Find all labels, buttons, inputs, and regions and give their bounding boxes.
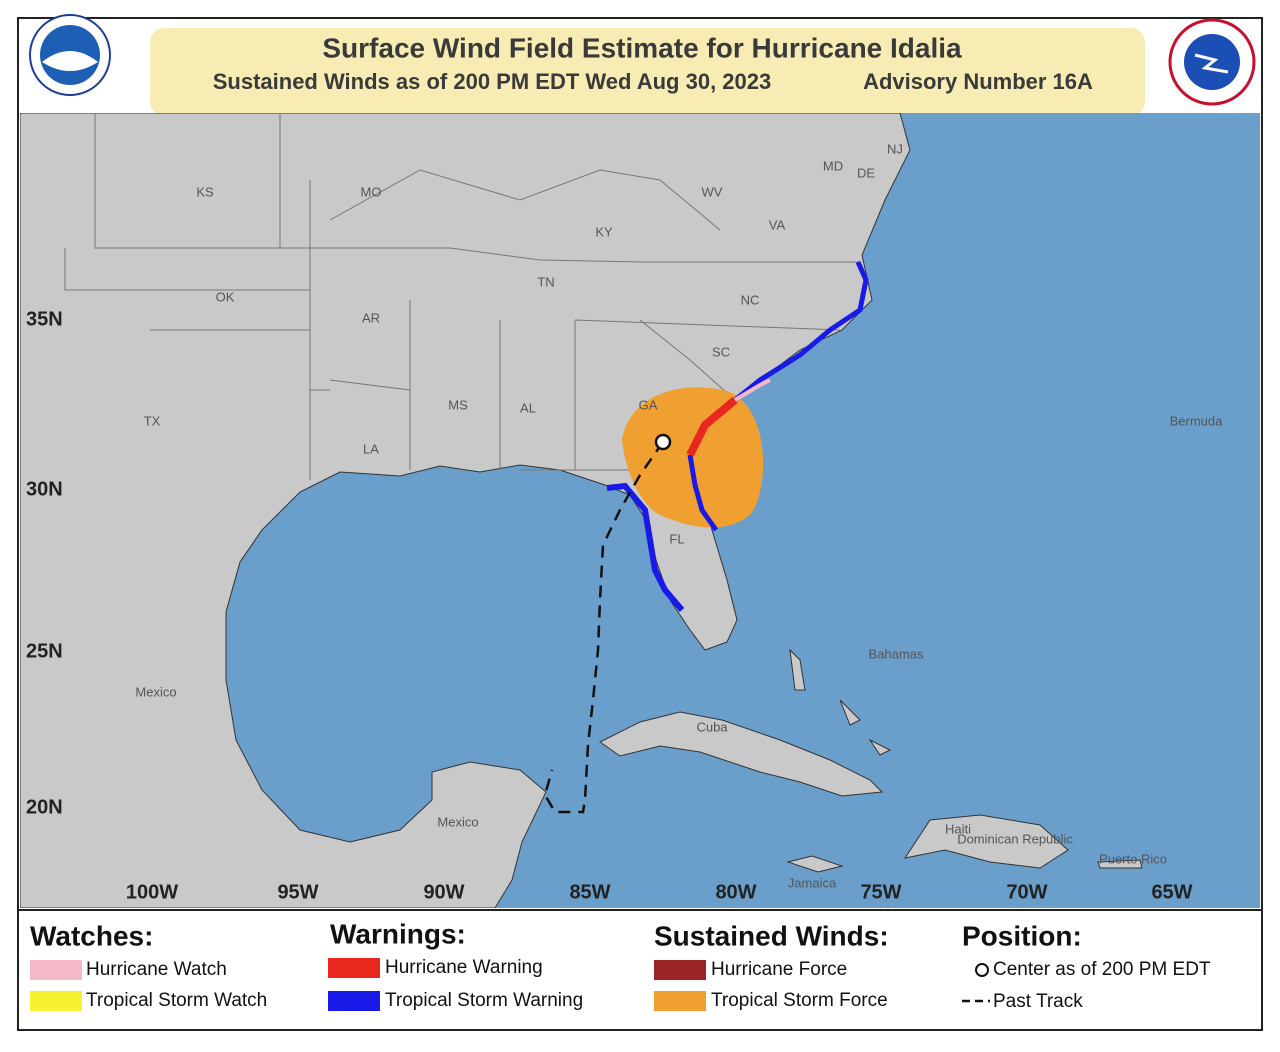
swatch [328, 958, 380, 978]
longitude-label: 90W [423, 881, 464, 903]
legend-label: Center as of 200 PM EDT [993, 959, 1211, 980]
legend-label: Hurricane Watch [86, 959, 227, 980]
legend-label: Hurricane Warning [385, 957, 543, 978]
place-label: Bahamas [869, 646, 924, 661]
latitude-label: 35N [26, 308, 63, 330]
place-label: AL [520, 400, 536, 415]
land-hispaniola [903, 814, 1069, 869]
longitude-label: 70W [1006, 881, 1047, 903]
map: 35N 30N 25N 20N 100W 95W 90W 85W 80W 75W 70W 65W KS M… [20, 113, 1260, 908]
land-puerto-rico [1097, 859, 1143, 869]
longitude-label: 85W [569, 881, 610, 903]
place-label: NJ [887, 141, 903, 156]
subtitle: Sustained Winds as of 200 PM EDT Wed Aug… [213, 69, 772, 94]
legend-label: Hurricane Force [711, 959, 847, 980]
longitude-label: 100W [126, 881, 178, 903]
place-label: Jamaica [788, 875, 837, 890]
land-cuba [599, 711, 884, 797]
place-label: DE [857, 165, 875, 180]
place-label: LA [363, 441, 379, 456]
title-highlight [150, 28, 1145, 116]
place-label: Mexico [135, 684, 176, 699]
latitude-label: 30N [26, 478, 63, 500]
place-label: KY [595, 224, 613, 239]
legend-heading: Warnings: [330, 918, 466, 949]
legend-label: Tropical Storm Force [711, 990, 888, 1011]
swatch [328, 991, 380, 1011]
place-label: MS [448, 397, 468, 412]
legend-heading: Watches: [30, 920, 153, 951]
place-label: Haiti [945, 821, 971, 836]
nws-logo [1168, 18, 1256, 106]
place-label: KS [196, 184, 214, 199]
place-label: TX [144, 413, 161, 428]
land-bahamas [789, 648, 892, 756]
land-jamaica [786, 855, 844, 873]
place-label: MD [823, 158, 843, 173]
place-label: SC [712, 344, 730, 359]
legend-label: Tropical Storm Warning [385, 990, 583, 1011]
ts-warning-east-fl [687, 454, 719, 532]
place-label: Puerto Rico [1099, 851, 1167, 866]
state-borders [64, 113, 860, 480]
hurricane-warning [686, 396, 738, 457]
place-label: WV [702, 184, 723, 199]
swatch [654, 960, 706, 980]
place-label: AR [362, 310, 380, 325]
legend-heading: Sustained Winds: [654, 920, 889, 951]
place-label: NC [741, 292, 760, 307]
legend-heading: Position: [962, 920, 1082, 951]
center-symbol [975, 963, 989, 977]
place-label: Mexico [437, 814, 478, 829]
legend: Watches: Warnings: Sustained Winds: Posi… [18, 909, 1262, 1012]
legend-label: Past Track [993, 991, 1083, 1012]
hurricane-watch [733, 378, 771, 402]
place-label: MO [361, 184, 382, 199]
place-label: Bermuda [1170, 413, 1224, 428]
noaa-logo [29, 14, 111, 96]
swatch [30, 960, 82, 980]
storm-center [654, 433, 672, 451]
past-track [543, 441, 665, 814]
advisory: Advisory Number 16A [863, 69, 1093, 94]
place-label: Cuba [696, 719, 728, 734]
place-label: FL [669, 531, 684, 546]
longitude-label: 80W [715, 881, 756, 903]
place-label: TN [537, 274, 554, 289]
swatch [654, 991, 706, 1011]
longitude-label: 95W [277, 881, 318, 903]
place-label: OK [216, 289, 235, 304]
place-label: VA [769, 217, 786, 232]
ts-warning-gulf [606, 482, 685, 612]
place-label: GA [639, 397, 658, 412]
swatch [30, 991, 82, 1011]
title: Surface Wind Field Estimate for Hurrican… [322, 32, 962, 63]
longitude-label: 75W [860, 881, 901, 903]
ts-warning-carolinas [733, 260, 869, 402]
latitude-label: 25N [26, 640, 63, 662]
legend-label: Tropical Storm Watch [86, 990, 267, 1011]
longitude-label: 65W [1151, 881, 1192, 903]
latitude-label: 20N [26, 796, 63, 818]
place-label: Dominican Republic [957, 831, 1073, 846]
